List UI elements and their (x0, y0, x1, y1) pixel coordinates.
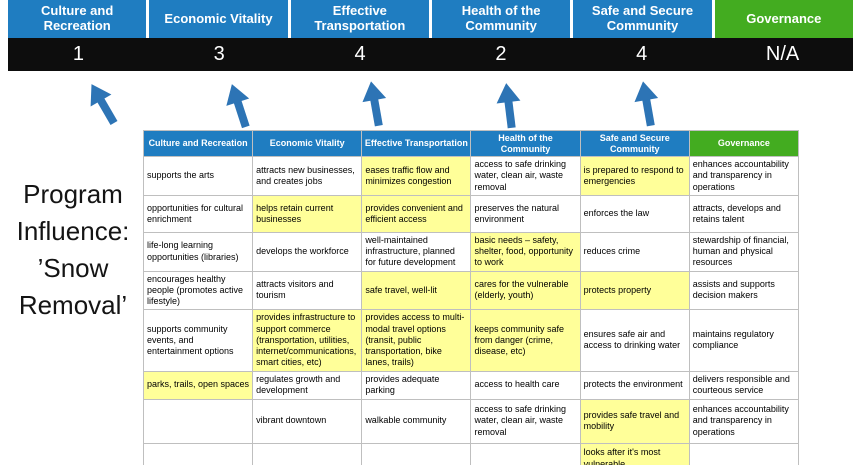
table-cell: protects the environment (579, 370, 690, 400)
scoreboard-header-health: Health of the Community (431, 0, 571, 38)
score-safe: 4 (636, 43, 648, 65)
table-cell: enhances accountability and transparency… (688, 398, 800, 444)
score-health: 2 (495, 43, 507, 65)
table-cell: regulates growth and development (252, 370, 363, 400)
table-cell: reduces crime (579, 231, 690, 272)
table-row: supports community events, and entertain… (142, 309, 800, 372)
table-cell: access to safe drinking water, clean air… (470, 398, 581, 444)
table-cell: ensures safe air and access to drinking … (579, 309, 690, 372)
scoreboard-header-governance: Governance (714, 0, 853, 38)
table-cell: eases traffic flow and minimizes congest… (361, 156, 472, 196)
table-cell: cares for the vulnerable (elderly, youth… (470, 270, 581, 311)
table-cell: provides convenient and efficient access (361, 194, 472, 233)
table-cell: access to safe drinking water, clean air… (470, 156, 581, 196)
table-header-row: Culture and Recreation Economic Vitality… (142, 130, 800, 157)
table-header-safe: Safe and Secure Community (579, 130, 690, 157)
table-cell: opportunities for cultural enrichment (142, 194, 254, 233)
table-cell: provides safe travel and mobility (579, 398, 690, 444)
table-cell: is prepared to respond to emergencies (579, 156, 690, 196)
table-cell: delivers responsible and courteous servi… (688, 370, 800, 400)
table-cell: basic needs – safety, shelter, food, opp… (470, 231, 581, 272)
table-cell: provides adequate parking (361, 370, 472, 400)
up-arrow-icon-5 (626, 77, 668, 130)
up-arrow-icon-1 (76, 75, 129, 134)
score-governance: N/A (765, 43, 800, 65)
table-cell: looks after it's most vulnerable (579, 442, 690, 465)
scoreboard-header-culture: Culture and Recreation (8, 0, 147, 38)
table-cell: helps retain current businesses (252, 194, 363, 233)
score-transportation: 4 (354, 43, 366, 65)
table-cell: safe travel, well-lit (361, 270, 472, 311)
table-cell (142, 442, 254, 465)
table-row: encourages healthy people (promotes acti… (142, 270, 800, 311)
table-cell: well-maintained infrastructure, planned … (361, 231, 472, 272)
table-row: looks after it's most vulnerable (142, 442, 800, 465)
table-cell: attracts new businesses, and creates job… (252, 156, 363, 196)
table-cell: stewardship of financial, human and phys… (688, 231, 800, 272)
table-cell: walkable community (361, 398, 472, 444)
table-cell: preserves the natural environment (470, 194, 581, 233)
table-row: vibrant downtown walkable community acce… (142, 398, 800, 444)
table-row: parks, trails, open spaces regulates gro… (142, 370, 800, 400)
score-economic: 3 (213, 43, 225, 65)
table-cell: enhances accountability and transparency… (688, 156, 800, 196)
table-cell: vibrant downtown (252, 398, 363, 444)
table-cell: supports the arts (142, 156, 254, 196)
table-cell (470, 442, 581, 465)
table-cell (142, 398, 254, 444)
scoreboard-header-safe: Safe and Secure Community (573, 0, 712, 38)
up-arrow-icon-2 (215, 78, 262, 134)
scoreboard-header-row: Culture and Recreation Economic Vitality… (8, 0, 853, 38)
table-cell: maintains regulatory compliance (688, 309, 800, 372)
table-row: supports the arts attracts new businesse… (142, 156, 800, 196)
table-cell: attracts visitors and tourism (252, 270, 363, 311)
table-header-governance: Governance (688, 130, 800, 157)
table-header-culture: Culture and Recreation (142, 130, 254, 157)
table-cell (688, 442, 800, 465)
table-cell: encourages healthy people (promotes acti… (142, 270, 254, 311)
table-cell: parks, trails, open spaces (142, 370, 254, 400)
table-cell: provides infrastructure to support comme… (252, 309, 363, 372)
table-row: opportunities for cultural enrichment he… (142, 194, 800, 233)
scoreboard-header-economic: Economic Vitality (149, 0, 288, 38)
table-cell: life-long learning opportunities (librar… (142, 231, 254, 272)
title-line-1: Program (23, 179, 123, 209)
table-cell: assists and supports decision makers (688, 270, 800, 311)
table-cell: provides access to multi-modal travel op… (361, 309, 472, 372)
table-cell: develops the workforce (252, 231, 363, 272)
table-header-economic: Economic Vitality (252, 130, 363, 157)
score-culture: 1 (72, 43, 84, 65)
table-cell: enforces the law (579, 194, 690, 233)
table-cell: access to health care (470, 370, 581, 400)
table-row: life-long learning opportunities (librar… (142, 231, 800, 272)
table-cell: keeps community safe from danger (crime,… (470, 309, 581, 372)
scoreboard-header-transportation: Effective Transportation (290, 0, 429, 38)
title-line-4: Removal’ (18, 289, 128, 320)
table-cell: protects property (579, 270, 690, 311)
table-header-transportation: Effective Transportation (361, 130, 472, 157)
table-cell (252, 442, 363, 465)
table-header-health: Health of the Community (470, 130, 581, 157)
up-arrow-icon-4 (489, 80, 529, 132)
program-influence-table: Culture and Recreation Economic Vitality… (142, 130, 800, 465)
title-line-2: Influence: (16, 215, 130, 246)
table-cell: supports community events, and entertain… (142, 309, 254, 372)
table-cell (361, 442, 472, 465)
up-arrow-icon-3 (354, 77, 396, 130)
table-cell: attracts, develops and retains talent (688, 194, 800, 233)
title-line-3: ’Snow (37, 252, 109, 283)
program-influence-title: Program Influence: ’Snow Removal’ (0, 176, 146, 324)
score-band: 1 3 4 2 4 N/A (8, 38, 853, 71)
